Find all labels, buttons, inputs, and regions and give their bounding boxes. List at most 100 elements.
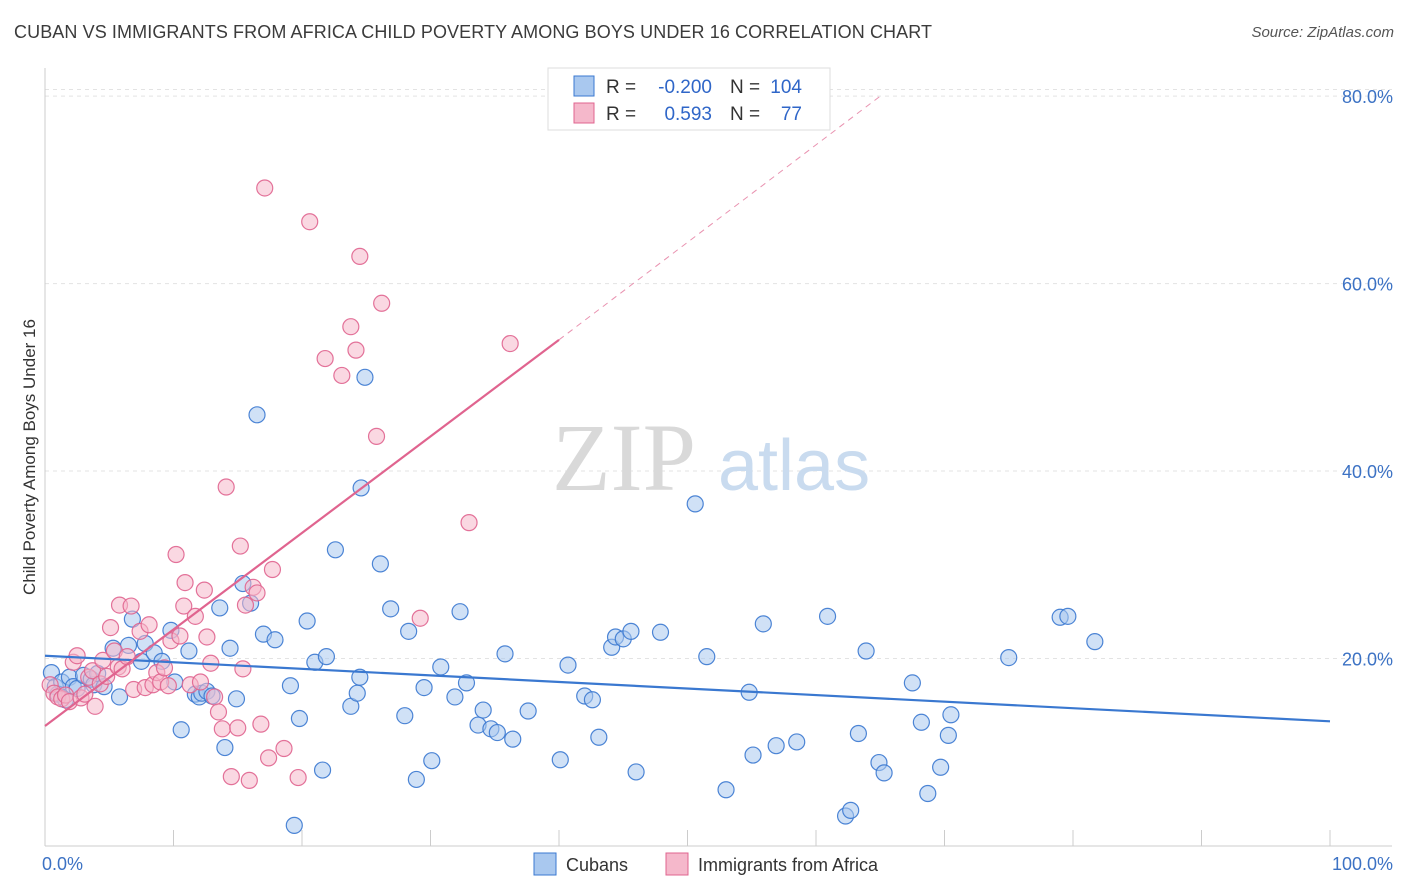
cubans-point-39	[281, 677, 300, 695]
cubans-point-85	[744, 746, 762, 764]
y-tick-label-1: 40.0%	[1342, 462, 1393, 482]
watermark-zip: ZIP	[552, 404, 696, 511]
cubans-point-81	[686, 495, 704, 513]
africa-point-56	[256, 179, 274, 197]
africa-point-50	[234, 660, 252, 678]
africa-point-22	[122, 597, 140, 615]
africa-point-61	[301, 213, 319, 231]
cubans-point-87	[767, 737, 785, 755]
africa-point-34	[171, 627, 189, 645]
africa-point-68	[373, 294, 391, 312]
cubans-point-53	[382, 600, 400, 618]
bottom-legend-cubans: Cubans	[566, 855, 628, 875]
africa-point-48	[229, 719, 247, 737]
africa-point-59	[275, 739, 293, 758]
africa-point-65	[347, 341, 365, 359]
cubans-point-92	[849, 724, 868, 743]
africa-point-31	[159, 677, 177, 695]
watermark: ZIP atlas	[552, 404, 870, 511]
africa-point-21	[118, 648, 136, 666]
x-tick-label-1: 100.0%	[1332, 854, 1393, 874]
cubans-point-95	[875, 764, 893, 782]
cubans-point-46	[326, 541, 345, 559]
africa-point-44	[209, 703, 228, 721]
africa-point-57	[259, 749, 278, 767]
africa-trend-extension	[558, 95, 881, 341]
legend-r-value-1: -0.200	[658, 77, 712, 98]
cubans-point-59	[432, 658, 450, 676]
cubans-point-60	[446, 688, 464, 706]
y-tick-label-2: 60.0%	[1342, 275, 1393, 295]
cubans-point-57	[415, 678, 433, 697]
bottom-legend-africa: Immigrants from Africa	[698, 855, 879, 875]
cubans-point-99	[932, 758, 950, 776]
bottom-legend: Cubans Immigrants from Africa	[533, 852, 879, 876]
cubans-point-105	[1086, 633, 1104, 651]
cubans-point-14	[110, 688, 129, 706]
x-tick-labels: 0.0% 100.0%	[42, 854, 1393, 874]
cubans-point-40	[285, 816, 303, 834]
trend-lines	[44, 95, 1331, 727]
africa-point-45	[213, 720, 231, 738]
africa-point-43	[206, 688, 224, 706]
cubans-points	[42, 368, 1104, 834]
cubans-point-44	[313, 761, 332, 779]
cubans-point-66	[488, 723, 506, 742]
cubans-point-102	[1000, 648, 1018, 667]
cubans-point-100	[939, 726, 957, 744]
cubans-point-89	[818, 607, 837, 625]
cubans-point-78	[622, 622, 640, 640]
africa-trend-line	[44, 338, 560, 727]
africa-point-60	[289, 768, 307, 787]
cubans-point-32	[221, 639, 239, 657]
cubans-point-64	[474, 701, 492, 719]
cubans-point-36	[248, 406, 266, 424]
cubans-point-49	[351, 668, 369, 686]
cubans-point-42	[298, 612, 316, 630]
cubans-point-80	[651, 623, 670, 641]
africa-point-62	[316, 349, 334, 368]
legend-n-value-1: 104	[770, 77, 802, 98]
africa-point-51	[236, 596, 255, 614]
cubans-point-70	[551, 751, 569, 769]
cubans-point-69	[519, 702, 537, 720]
africa-point-14	[94, 651, 112, 670]
legend-n-value-2: 77	[781, 104, 802, 125]
y-tick-labels: 20.0% 40.0% 60.0% 80.0%	[1342, 87, 1393, 669]
x-tick-label-0: 0.0%	[42, 854, 83, 874]
cubans-point-58	[423, 752, 441, 770]
africa-point-46	[217, 478, 235, 496]
africa-point-30	[155, 659, 174, 677]
y-tick-label-0: 20.0%	[1342, 650, 1393, 670]
africa-point-15	[98, 667, 116, 685]
cubans-point-54	[396, 707, 414, 725]
cubans-point-41	[290, 709, 309, 728]
cubans-point-88	[788, 733, 806, 751]
source-label: Source: ZipAtlas.com	[1251, 24, 1394, 41]
cubans-point-51	[356, 368, 374, 386]
axes	[44, 68, 1392, 847]
cubans-point-83	[717, 781, 735, 799]
cubans-point-31	[216, 738, 234, 757]
cubans-point-33	[227, 690, 246, 708]
africa-point-35	[175, 597, 193, 615]
chart-title: CUBAN VS IMMIGRANTS FROM AFRICA CHILD PO…	[14, 22, 933, 42]
bottom-legend-swatch-cubans	[533, 852, 557, 876]
watermark-atlas: atlas	[718, 426, 870, 506]
africa-point-33	[167, 545, 185, 564]
cubans-point-52	[371, 555, 389, 573]
cubans-point-38	[266, 631, 284, 649]
africa-point-7	[68, 647, 86, 665]
cubans-point-55	[400, 622, 418, 640]
africa-point-49	[231, 537, 249, 555]
africa-point-39	[191, 673, 210, 691]
africa-point-70	[460, 514, 478, 532]
africa-point-38	[186, 607, 204, 625]
cubans-point-30	[211, 599, 229, 617]
y-axis-label: Child Poverty Among Boys Under 16	[20, 319, 39, 595]
cubans-point-74	[590, 728, 608, 746]
cubans-point-68	[504, 730, 522, 748]
cubans-point-97	[912, 713, 930, 731]
cubans-point-101	[942, 706, 960, 724]
cubans-point-104	[1059, 607, 1077, 625]
